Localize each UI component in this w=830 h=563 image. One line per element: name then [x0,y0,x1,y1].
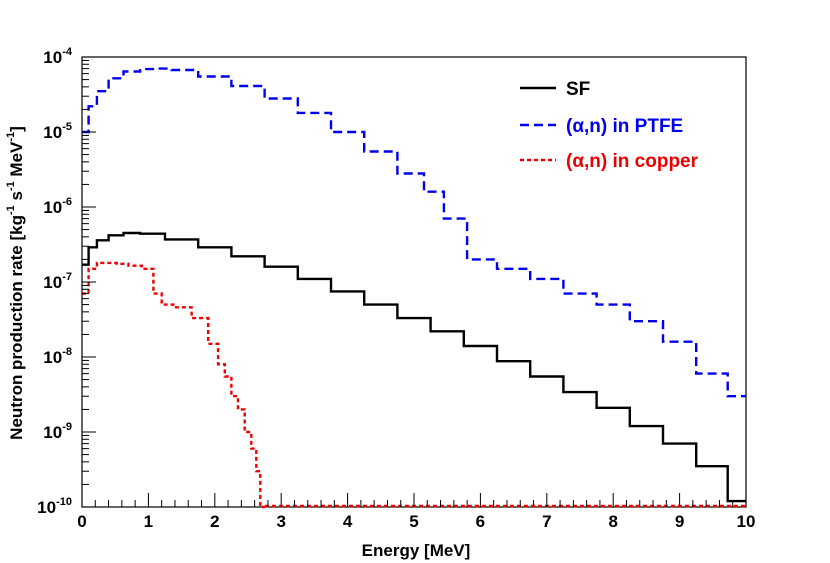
legend-label-2: (α,n) in copper [566,151,699,172]
y-axis-title: Neutron production rate [kg-1 s-1 MeV-1] [5,126,26,440]
y-tick-label: 10-8 [43,346,72,367]
series-line-2 [82,261,265,509]
x-tick-label: 1 [144,512,153,531]
series-line-1 [82,67,746,398]
y-tick-label: 10-4 [43,46,73,67]
axis-ticks [81,56,747,508]
y-tick-labels: 10-10 10-9 10-8 10-7 10-6 10-5 10-4 [37,46,73,517]
legend: SF (α,n) in PTFE (α,n) in copper [520,79,699,172]
x-axis-title: Energy [MeV] [362,541,471,560]
x-tick-label: 10 [737,512,756,531]
series-line-0 [82,231,746,503]
y-tick-label: 10-7 [43,271,72,292]
x-tick-label: 9 [675,512,684,531]
x-tick-label: 2 [210,512,219,531]
y-tick-label: 10-5 [43,121,72,142]
x-tick-label: 6 [476,512,485,531]
y-tick-label: 10-9 [43,421,72,442]
x-tick-label: 8 [608,512,617,531]
x-tick-label: 3 [276,512,285,531]
x-tick-label: 7 [542,512,551,531]
x-tick-label: 0 [77,512,86,531]
x-tick-labels: 0 1 2 3 4 5 6 7 8 9 10 [77,512,755,531]
y-tick-label: 10-10 [37,496,72,517]
x-tick-label: 5 [409,512,418,531]
y-tick-label: 10-6 [43,196,72,217]
legend-label-0: SF [566,79,590,100]
x-tick-label: 4 [343,512,353,531]
legend-label-1: (α,n) in PTFE [566,116,683,137]
